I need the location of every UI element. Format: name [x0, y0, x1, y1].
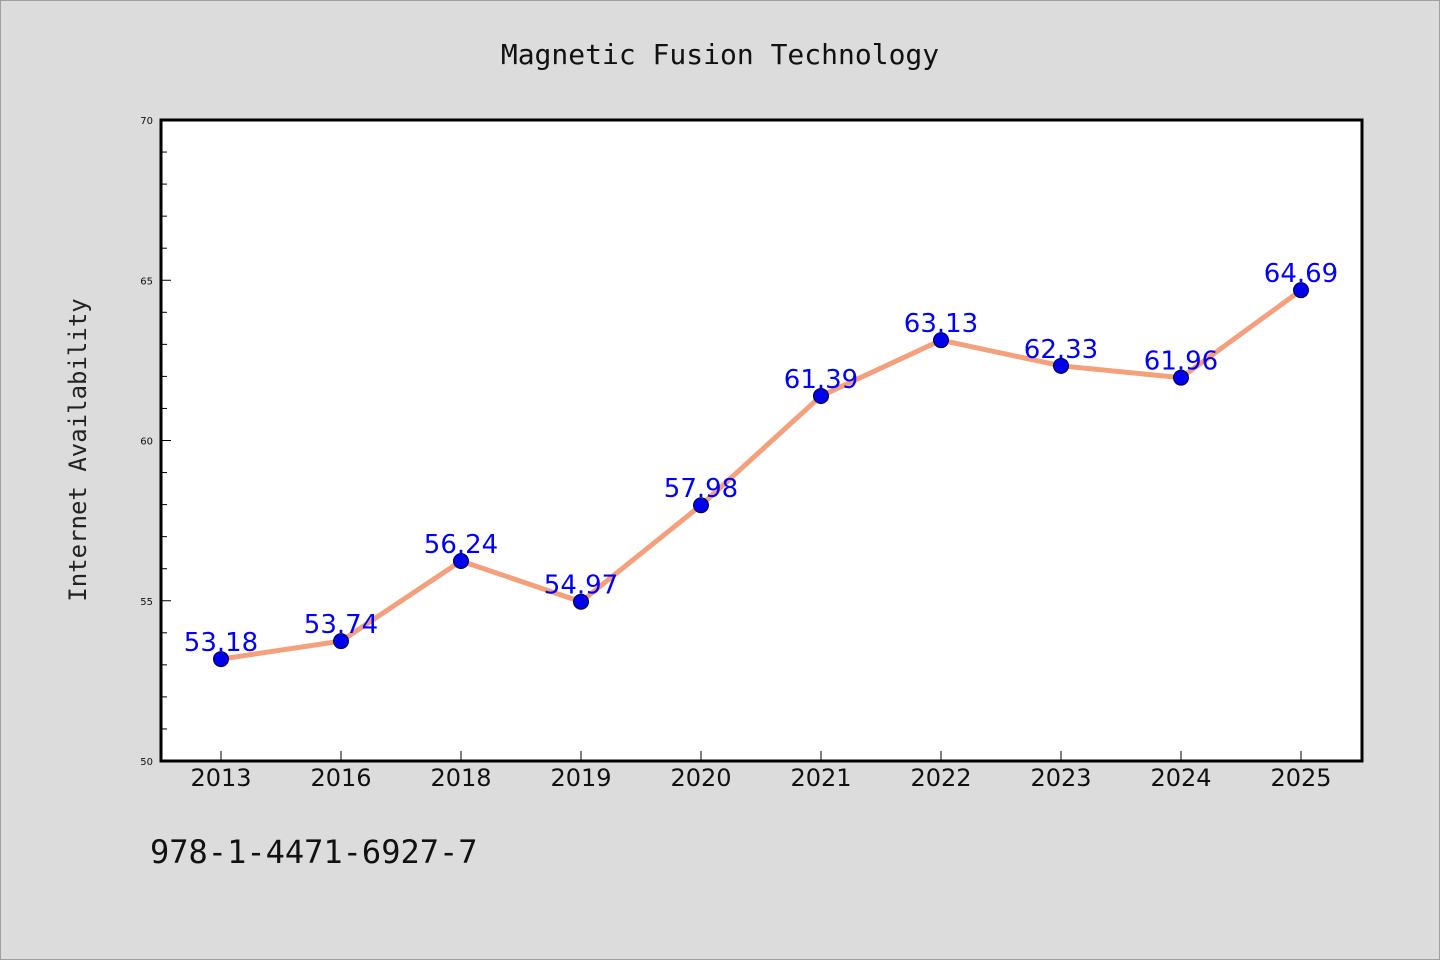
data-point [213, 651, 229, 668]
data-point [1173, 369, 1189, 386]
data-value-label: 56.24 [424, 530, 498, 560]
x-tick-label: 2020 [670, 764, 731, 792]
y-tick-label: 50 [140, 757, 153, 768]
series-line [218, 287, 1304, 662]
x-tick-label: 2025 [1270, 764, 1331, 792]
y-axis-label: Internet Availability [64, 298, 92, 601]
isbn-footnote: 978-1-4471-6927-7 [150, 833, 478, 871]
data-value-label: 64.69 [1264, 259, 1338, 289]
x-tick-label: 2013 [190, 764, 251, 792]
data-point [1053, 357, 1069, 374]
data-markers [213, 282, 1309, 668]
x-axis-ticks: 2013 2016 2018 2019 2020 2021 2022 2023 2024 2025 [190, 751, 1332, 792]
data-value-label: 53.18 [184, 628, 258, 658]
x-tick-label: 2024 [1150, 764, 1211, 792]
plot-area [159, 118, 1364, 763]
chart-title: Magnetic Fusion Technology [501, 38, 939, 71]
x-tick-label: 2021 [790, 764, 851, 792]
data-point [333, 633, 349, 650]
y-tick-label: 60 [140, 437, 153, 448]
data-point [453, 553, 469, 570]
data-value-label: 63.13 [904, 309, 978, 339]
x-tick-label: 2023 [1030, 764, 1091, 792]
y-tick-label: 65 [140, 276, 153, 287]
data-labels: 53.18 53.74 56.24 54.97 57.98 61.39 63.13 62.33… [184, 259, 1338, 658]
data-value-label: 57.98 [664, 474, 738, 504]
data-value-label: 53.74 [304, 610, 378, 640]
data-point [933, 332, 949, 349]
data-value-label: 62.33 [1024, 335, 1098, 365]
data-value-label: 61.96 [1144, 347, 1218, 377]
data-point [813, 387, 829, 404]
data-point [573, 593, 589, 610]
x-tick-label: 2019 [550, 764, 611, 792]
data-value-label: 61.39 [784, 365, 858, 395]
x-tick-label: 2018 [430, 764, 491, 792]
data-point [693, 497, 709, 514]
data-point [1293, 282, 1309, 299]
y-tick-label: 55 [140, 597, 153, 608]
y-axis-ticks: 50 55 60 65 70 [140, 116, 171, 768]
x-tick-label: 2022 [910, 764, 971, 792]
x-tick-label: 2016 [310, 764, 371, 792]
y-tick-label: 70 [140, 116, 153, 127]
data-value-label: 54.97 [544, 571, 618, 601]
